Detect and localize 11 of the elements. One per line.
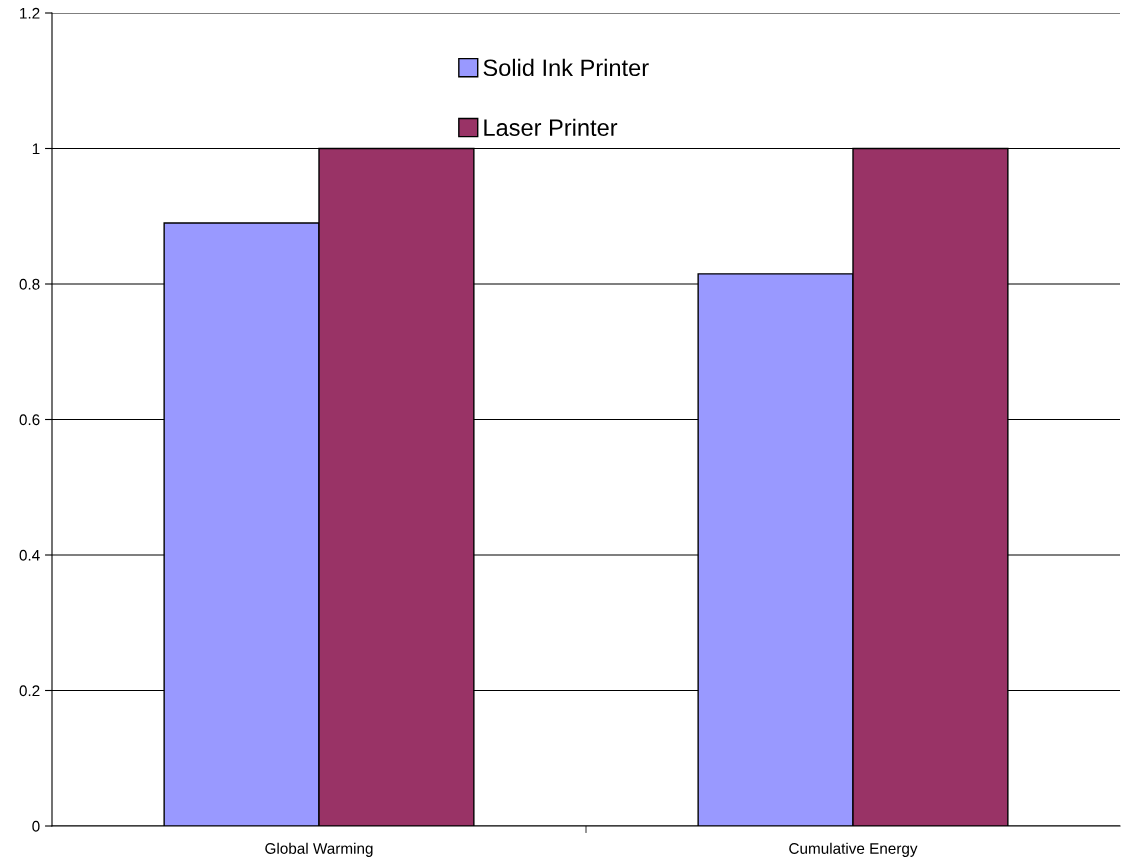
- y-tick-label: 1.2: [20, 7, 40, 19]
- y-tick-label: 0.8: [19, 278, 40, 290]
- x-tick-label: Global Warming: [265, 842, 373, 857]
- y-tick-label: 0.6: [19, 414, 40, 426]
- legend-label: Solid Ink Printer: [483, 58, 649, 77]
- y-tick-label: 0.4: [19, 549, 40, 561]
- y-tick-label: 0.2: [19, 685, 40, 697]
- y-tick-label: 1: [32, 143, 40, 155]
- y-tick-label: 0: [32, 820, 40, 832]
- x-tick-label: Cumulative Energy: [789, 842, 918, 857]
- legend-label: Laser Printer: [484, 118, 618, 137]
